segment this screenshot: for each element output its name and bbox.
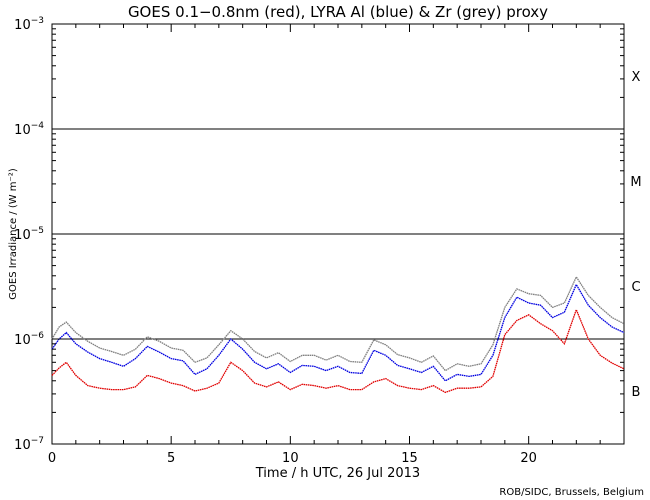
y-tick-exponent: −6: [31, 331, 45, 341]
flare-class-label: M: [630, 175, 641, 190]
flare-class-labels: X M C B: [630, 70, 641, 400]
x-tick-label: 15: [401, 451, 418, 466]
x-axis: 0 5 10 15 20: [48, 24, 601, 466]
series-line: [51, 283, 625, 382]
chart-title: GOES 0.1−0.8nm (red), LYRA Al (blue) & Z…: [128, 3, 548, 21]
y-tick-exponent: −3: [31, 16, 44, 26]
x-tick-label: 20: [520, 451, 537, 466]
flare-class-label: C: [631, 280, 640, 295]
y-tick-label: 10−4: [14, 121, 44, 138]
series-line: [51, 275, 625, 372]
y-tick-label: 10−6: [14, 331, 44, 348]
flare-class-label: X: [632, 70, 641, 85]
series-line: [51, 307, 625, 394]
y-tick-exponent: −4: [31, 121, 45, 131]
y-tick-label: 10−7: [14, 436, 44, 453]
flare-class-lines: [52, 128, 624, 340]
credit-text: ROB/SIDC, Brussels, Belgium: [499, 487, 644, 498]
x-tick-label: 0: [48, 451, 56, 466]
x-axis-label: Time / h UTC, 26 Jul 2013: [255, 466, 420, 481]
y-axis-label: GOES Irradiance / (W m⁻²): [8, 168, 19, 300]
flare-class-label: B: [632, 385, 641, 400]
x-tick-label: 5: [167, 451, 175, 466]
y-tick-exponent: −7: [31, 436, 44, 446]
data-series: [51, 275, 625, 394]
x-tick-label: 10: [282, 451, 299, 466]
y-axis: 10−710−610−510−410−3: [14, 16, 624, 453]
y-tick-label: 10−3: [14, 16, 44, 33]
y-tick-exponent: −5: [31, 226, 44, 236]
